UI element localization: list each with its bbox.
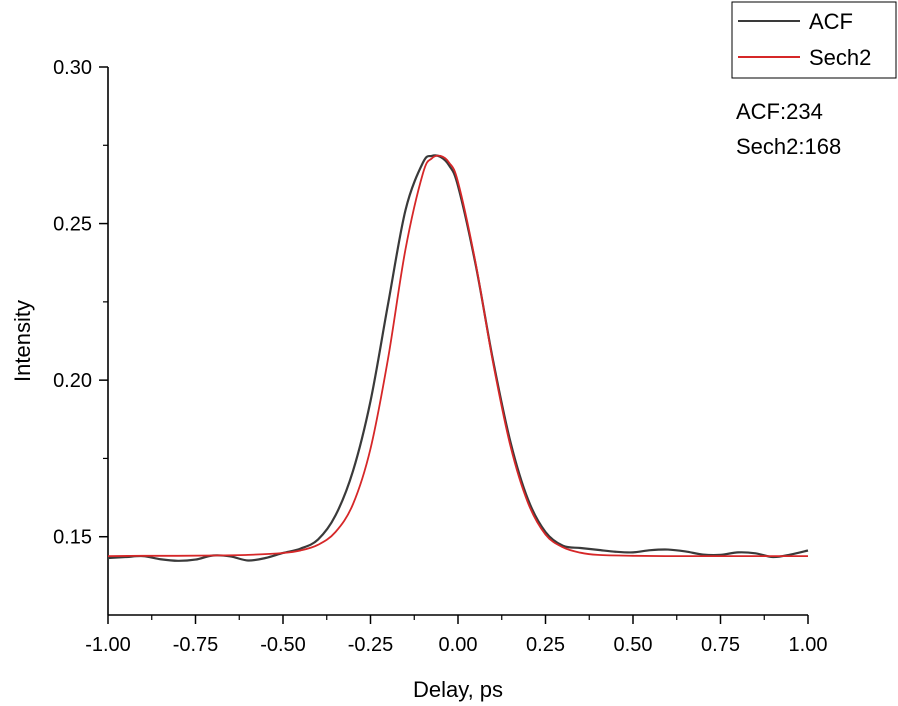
x-tick-label: -1.00 (85, 634, 131, 656)
x-tick-label: 0.00 (439, 634, 478, 656)
x-tick-label: -0.25 (348, 634, 394, 656)
legend: ACF Sech2 (731, 1, 897, 79)
x-tick-label: -0.75 (173, 634, 219, 656)
legend-label-sech2: Sech2 (809, 45, 871, 70)
y-tick-label: 0.25 (53, 214, 92, 236)
y-ticks: 0.15 0.20 0.25 0.30 (53, 57, 108, 549)
x-ticks: -1.00 -0.75 -0.50 -0.25 0.00 0.25 0.50 0.75 1.00 (85, 615, 827, 656)
y-tick-label: 0.30 (53, 57, 92, 79)
series-layer (107, 154, 809, 562)
series-line-acf (107, 154, 809, 562)
annotation-acf-width: ACF:234 (736, 99, 823, 124)
x-tick-label: -0.50 (260, 634, 306, 656)
x-tick-label: 0.75 (701, 634, 740, 656)
y-axis-title: Intensity (10, 300, 35, 382)
x-tick-label: 0.50 (614, 634, 653, 656)
legend-box (731, 1, 897, 79)
x-tick-label: 0.25 (526, 634, 565, 656)
axes (107, 67, 808, 616)
x-axis-title: Delay, ps (413, 677, 503, 702)
x-tick-label: 1.00 (789, 634, 828, 656)
y-tick-label: 0.20 (53, 370, 92, 392)
y-tick-label: 0.15 (53, 527, 92, 549)
legend-label-acf: ACF (809, 9, 853, 34)
annotation-sech2-width: Sech2:168 (736, 134, 841, 159)
series-line-sech2 (107, 154, 808, 558)
